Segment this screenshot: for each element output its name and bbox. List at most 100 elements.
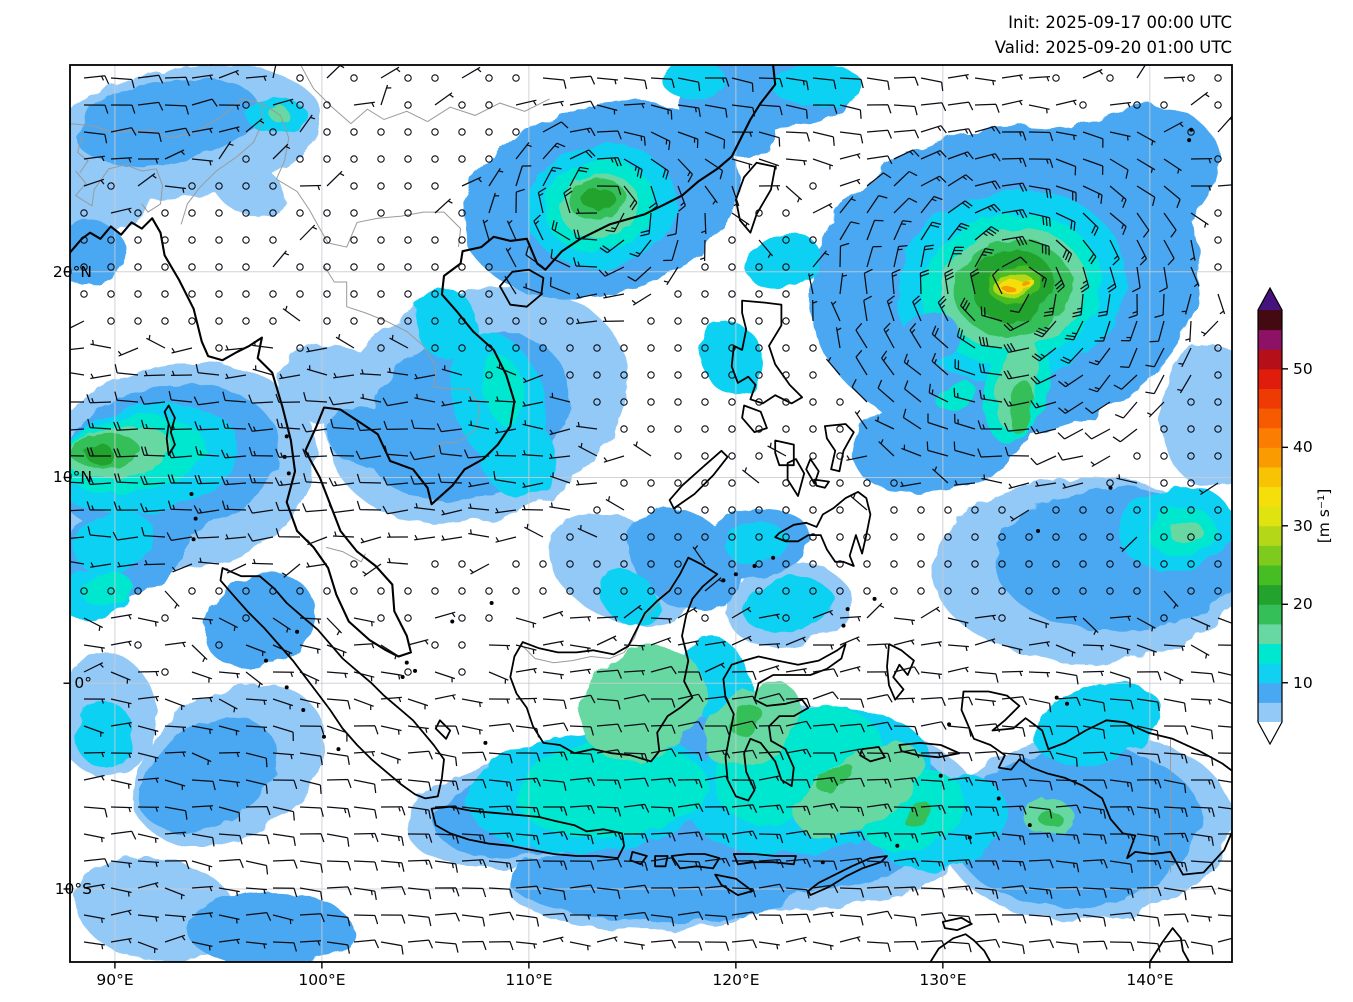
wind-barb <box>1136 914 1161 927</box>
calm-circle <box>512 560 520 568</box>
wind-barb <box>110 613 132 620</box>
calm-circle <box>1106 587 1114 595</box>
colorbar-over-arrow <box>1258 288 1282 310</box>
calm-circle <box>863 560 871 568</box>
wind-barb <box>299 887 323 901</box>
wind-barb <box>137 101 164 111</box>
wind-barb <box>812 77 837 90</box>
wind-barb <box>218 833 243 845</box>
wind-barb <box>785 131 811 142</box>
calm-circle <box>323 290 331 298</box>
wind-barb <box>893 806 919 817</box>
calm-circle <box>809 371 817 379</box>
wind-barb <box>83 178 105 187</box>
wind-barb <box>360 536 382 544</box>
wind-barb <box>549 502 571 511</box>
wind-barb <box>855 322 868 349</box>
wind-barb <box>279 373 301 380</box>
wind-barb <box>488 698 511 704</box>
calm-circle <box>836 506 844 514</box>
wind-barb <box>245 671 263 688</box>
calm-circle <box>1187 533 1195 541</box>
wind-speed-region <box>508 847 798 923</box>
calm-circle <box>350 587 358 595</box>
wind-barb <box>758 104 783 116</box>
wind-barb <box>576 421 598 430</box>
wind-barb <box>596 669 622 679</box>
calm-circle <box>1106 479 1114 487</box>
calm-circle <box>269 290 277 298</box>
wind-barb <box>569 804 595 815</box>
calm-circle <box>998 506 1006 514</box>
wind-barb <box>1217 644 1232 646</box>
wind-barb <box>193 396 220 406</box>
small-island <box>947 722 952 727</box>
wind-barb <box>767 442 787 457</box>
wind-barb <box>920 606 941 619</box>
calm-circle <box>1214 452 1222 460</box>
small-island <box>336 747 341 752</box>
wind-barb <box>785 887 810 899</box>
wind-barb <box>953 387 976 403</box>
wind-barb <box>623 911 650 921</box>
calm-circle <box>431 587 439 595</box>
calm-circle <box>107 587 115 595</box>
wind-barb <box>218 806 241 822</box>
coastline-hainan <box>499 268 545 308</box>
wind-barb <box>893 777 920 787</box>
coastline-new-guinea <box>960 690 1232 876</box>
wind-barb <box>1055 239 1073 263</box>
calm-circle <box>485 263 493 271</box>
wind-speed-region <box>414 288 478 358</box>
wind-barb <box>1001 235 1028 246</box>
coastline-mindoro <box>741 404 768 434</box>
wind-barb <box>569 694 596 704</box>
calm-circle <box>296 263 304 271</box>
wind-barb <box>569 752 595 763</box>
wind-barb <box>974 203 1001 214</box>
wind-barb <box>380 941 404 955</box>
wind-barb <box>1191 779 1216 789</box>
wind-barb <box>956 327 976 349</box>
wind-barb <box>1119 536 1138 553</box>
calm-circle <box>647 479 655 487</box>
wind-barb <box>866 155 893 165</box>
wind-barb <box>1163 725 1189 735</box>
wind-barb <box>1055 833 1080 844</box>
wind-barb <box>1001 914 1027 924</box>
calm-circle <box>728 236 736 244</box>
calm-circle <box>647 560 655 568</box>
wind-barb <box>164 779 186 790</box>
wind-barb <box>663 239 679 262</box>
calm-circle <box>242 263 250 271</box>
wind-speed-region <box>1039 810 1062 828</box>
calm-circle <box>431 641 439 649</box>
calm-circle <box>539 344 547 352</box>
wind-barb <box>623 752 649 763</box>
calm-circle <box>1025 533 1033 541</box>
wind-barb <box>704 941 730 951</box>
wind-barb <box>839 131 864 144</box>
wind-barb <box>437 473 463 484</box>
wind-barb <box>901 444 922 457</box>
wind-barb <box>692 545 706 565</box>
wind-barb <box>195 446 220 457</box>
wind-barb <box>677 158 693 183</box>
wind-barb <box>1001 644 1023 654</box>
calm-circle <box>296 587 304 595</box>
colorbar-segment <box>1258 623 1282 645</box>
wind-barb <box>380 84 392 106</box>
wind-barb <box>137 172 157 187</box>
wind-barb <box>1055 185 1077 202</box>
wind-barb <box>1001 74 1023 80</box>
wind-barb <box>1082 698 1106 712</box>
wind-barb <box>522 482 544 489</box>
wind-speed-region <box>268 106 289 121</box>
wind-barb <box>245 75 267 81</box>
calm-circle <box>512 128 520 136</box>
wind-barb <box>1163 185 1181 209</box>
wind-barb <box>90 562 112 568</box>
calm-circle <box>647 371 655 379</box>
wind-speed-region <box>598 568 659 626</box>
